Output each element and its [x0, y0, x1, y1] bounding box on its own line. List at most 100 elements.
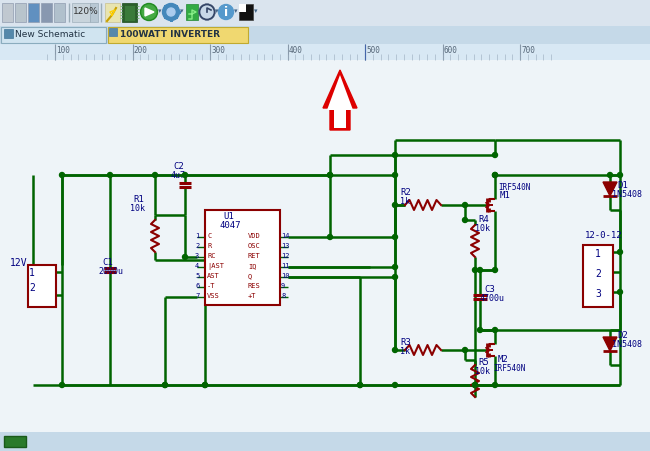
Text: RC: RC	[207, 253, 216, 259]
Text: 4u7: 4u7	[171, 171, 186, 180]
Text: 1k: 1k	[400, 197, 410, 206]
Text: 100WATT INVERTER: 100WATT INVERTER	[120, 30, 220, 39]
Bar	[583, 245, 613, 307]
Text: 9: 9	[281, 283, 285, 289]
Bar	[0, 26, 650, 44]
Text: ▾: ▾	[254, 8, 257, 14]
Text: 2: 2	[595, 269, 601, 279]
Bar	[0, 432, 650, 451]
Bar	[161, 10, 164, 14]
Text: D1: D1	[617, 181, 628, 190]
Circle shape	[328, 235, 333, 239]
Bar	[175, 16, 178, 19]
Bar	[105, 3, 120, 22]
Text: U1: U1	[223, 212, 234, 221]
Text: 600: 600	[443, 46, 458, 55]
Text: 500: 500	[366, 46, 380, 55]
Circle shape	[493, 172, 497, 178]
Text: RES: RES	[248, 283, 261, 289]
Circle shape	[463, 202, 467, 207]
Polygon shape	[145, 8, 154, 16]
Text: 10: 10	[281, 273, 289, 279]
Text: C2: C2	[173, 162, 184, 171]
Text: 3: 3	[195, 253, 200, 259]
Text: 8: 8	[281, 293, 285, 299]
Circle shape	[393, 348, 398, 353]
Bar	[109, 28, 117, 36]
Circle shape	[493, 382, 497, 387]
Text: 100: 100	[56, 46, 70, 55]
Circle shape	[142, 5, 156, 19]
Polygon shape	[603, 337, 617, 351]
Text: 6: 6	[195, 283, 200, 289]
Text: 14: 14	[281, 233, 289, 239]
Text: 10k: 10k	[475, 224, 490, 233]
Text: 12-0-12: 12-0-12	[585, 231, 623, 240]
Text: 10k: 10k	[475, 367, 490, 376]
Text: 1N5408: 1N5408	[612, 340, 642, 349]
Text: 1: 1	[29, 268, 35, 278]
Text: 200: 200	[133, 46, 148, 55]
Bar	[175, 5, 178, 8]
Circle shape	[393, 264, 398, 270]
Circle shape	[328, 172, 333, 178]
Circle shape	[463, 217, 467, 222]
Bar	[41, 3, 52, 22]
Bar	[239, 4, 253, 20]
Circle shape	[618, 249, 623, 254]
Text: ▾: ▾	[180, 8, 183, 14]
Circle shape	[618, 290, 623, 295]
Circle shape	[203, 382, 207, 387]
Circle shape	[162, 4, 179, 20]
Text: 5: 5	[195, 273, 200, 279]
Circle shape	[328, 172, 333, 178]
Text: 1N5408: 1N5408	[612, 190, 642, 199]
Text: R4: R4	[478, 215, 489, 224]
Text: IRF540N: IRF540N	[498, 183, 530, 192]
Circle shape	[183, 172, 187, 178]
Text: 2: 2	[29, 283, 35, 293]
Text: C1: C1	[102, 258, 112, 267]
Text: 4700u: 4700u	[480, 294, 505, 303]
Text: 700: 700	[521, 46, 535, 55]
Bar	[124, 5, 135, 21]
Circle shape	[218, 5, 233, 19]
Text: 120%: 120%	[73, 7, 99, 16]
Bar	[2, 3, 13, 22]
Bar	[90, 3, 98, 22]
Text: 10k: 10k	[130, 204, 145, 213]
Bar	[239, 4, 246, 12]
Text: Q: Q	[248, 273, 252, 279]
Text: 2: 2	[195, 243, 200, 249]
Circle shape	[60, 382, 64, 387]
Text: 1: 1	[195, 233, 200, 239]
Bar	[72, 3, 90, 22]
Text: D2: D2	[617, 331, 628, 340]
Text: 11: 11	[281, 263, 289, 269]
Text: VSS: VSS	[207, 293, 220, 299]
Circle shape	[358, 382, 363, 387]
Text: IRF540N: IRF540N	[493, 364, 525, 373]
Circle shape	[140, 4, 157, 20]
Text: 7: 7	[195, 293, 200, 299]
Circle shape	[393, 235, 398, 239]
Text: R5: R5	[478, 358, 489, 367]
Bar	[205, 210, 280, 305]
Text: R3: R3	[400, 338, 411, 347]
Text: 400: 400	[289, 46, 302, 55]
Circle shape	[60, 172, 64, 178]
Text: 12V: 12V	[10, 258, 27, 268]
Text: 13: 13	[281, 243, 289, 249]
Circle shape	[153, 172, 157, 178]
Bar	[15, 3, 26, 22]
Text: C: C	[207, 233, 211, 239]
Text: ▾: ▾	[234, 8, 237, 14]
Text: +T: +T	[248, 293, 257, 299]
Text: |AST: |AST	[207, 263, 224, 270]
Bar	[122, 3, 137, 22]
Text: New Schematic: New Schematic	[15, 30, 85, 39]
Circle shape	[478, 267, 482, 272]
Text: C3: C3	[484, 285, 495, 294]
Polygon shape	[323, 70, 357, 130]
Circle shape	[200, 5, 214, 19]
